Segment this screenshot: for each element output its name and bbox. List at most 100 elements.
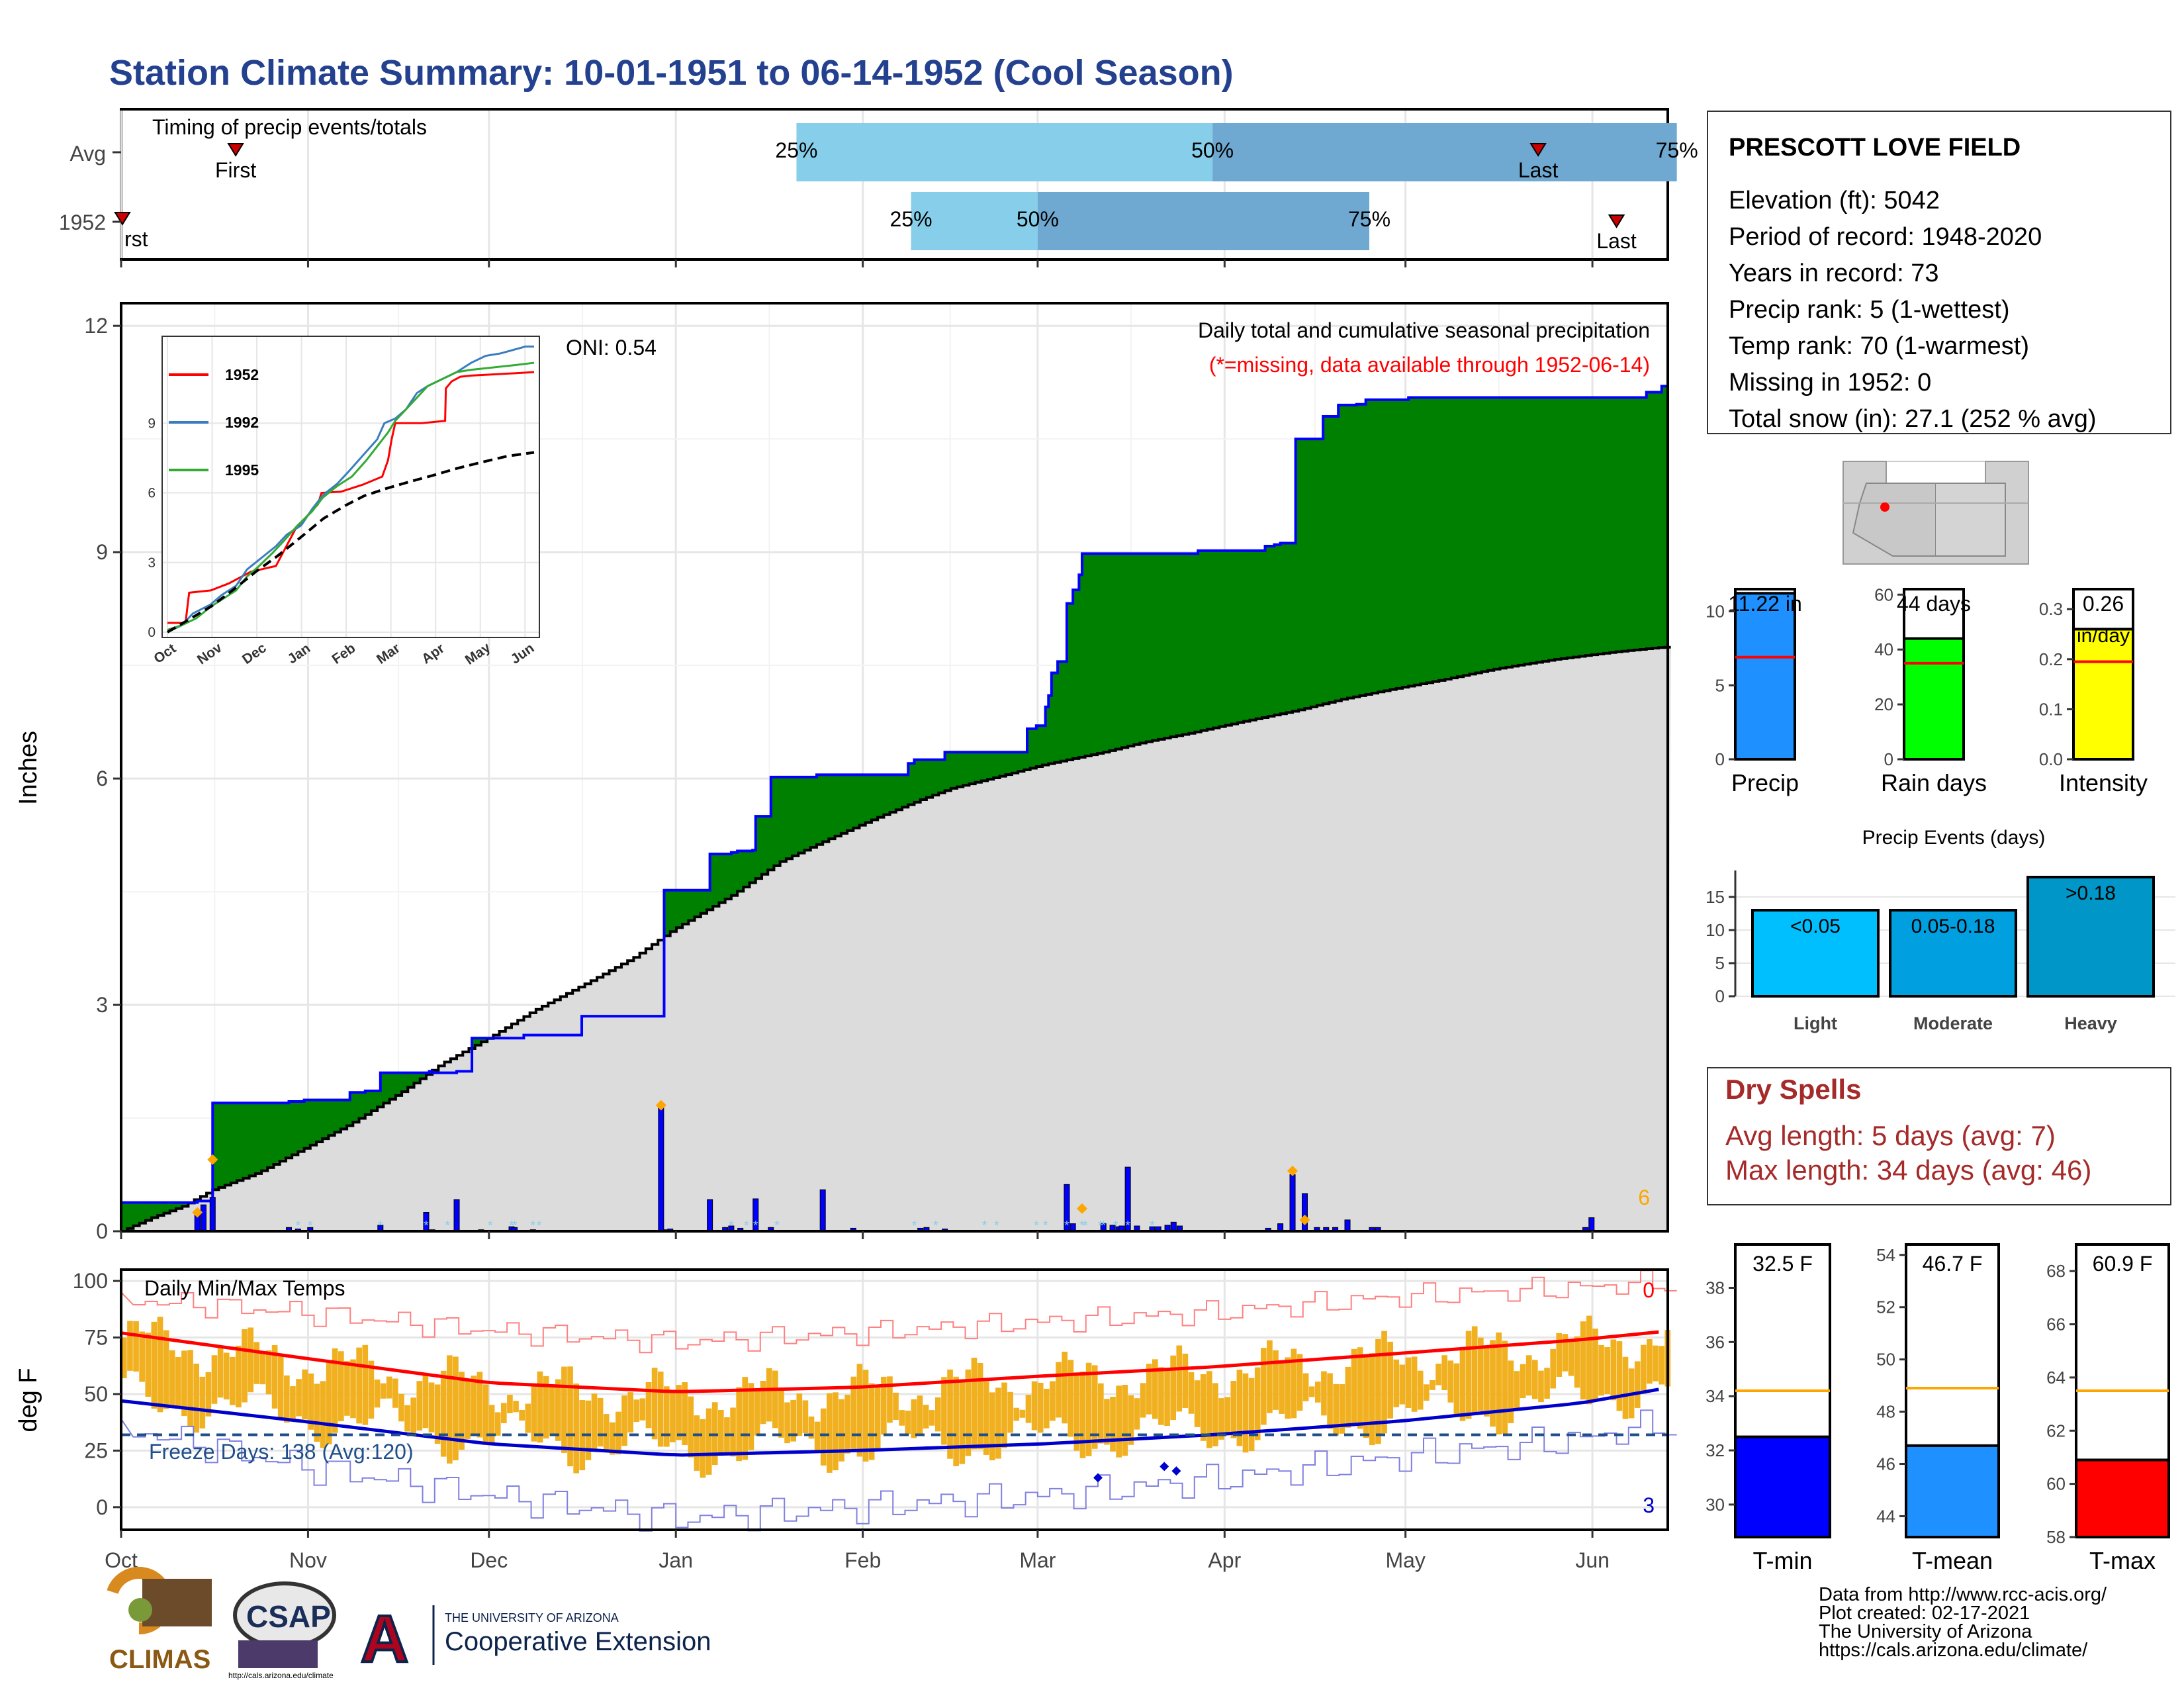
daily-temp-bar bbox=[730, 1407, 736, 1457]
daily-temp-bar bbox=[1604, 1347, 1610, 1395]
daily-temp-bar bbox=[1116, 1385, 1122, 1458]
daily-temp-bar bbox=[265, 1350, 272, 1395]
daily-precip-bar bbox=[453, 1199, 460, 1232]
daily-temp-bar bbox=[1037, 1382, 1044, 1433]
summary-y-tick-label: 60 bbox=[1874, 585, 1893, 604]
daily-temp-bar bbox=[386, 1376, 392, 1399]
daily-temp-bar bbox=[1194, 1380, 1201, 1427]
daily-temp-bar bbox=[1308, 1386, 1315, 1397]
daily-temp-bar bbox=[440, 1370, 447, 1457]
events-y-tick-label: 10 bbox=[1706, 920, 1725, 940]
daily-temp-bar bbox=[410, 1397, 416, 1434]
daily-temp-bar bbox=[585, 1400, 592, 1460]
temp-y-tick-label: 25 bbox=[84, 1438, 108, 1462]
summary-y-tick-label: 10 bbox=[1706, 602, 1725, 622]
daily-temp-bar bbox=[236, 1345, 242, 1408]
daily-temp-bar bbox=[887, 1376, 893, 1423]
daily-temp-bar bbox=[1417, 1370, 1424, 1410]
record-low-marker bbox=[1093, 1473, 1103, 1483]
daily-temp-bar bbox=[645, 1382, 652, 1429]
temp-summary-y-tick-label: 50 bbox=[1876, 1350, 1895, 1370]
month-label-feb: Feb bbox=[844, 1548, 881, 1572]
daily-temp-bar bbox=[1297, 1354, 1303, 1411]
daily-temp-bar bbox=[1158, 1367, 1164, 1425]
daily-temp-bar bbox=[827, 1393, 833, 1473]
temp-summary-category-label: T-min bbox=[1753, 1547, 1813, 1574]
daily-temp-bar bbox=[314, 1383, 320, 1442]
oni-label: ONI: 0.54 bbox=[566, 336, 657, 359]
average-cumulative-area bbox=[121, 647, 1671, 1231]
daily-temp-bar bbox=[543, 1376, 549, 1439]
daily-temp-bar bbox=[205, 1372, 212, 1417]
daily-temp-bar bbox=[1653, 1345, 1659, 1382]
daily-temp-bar bbox=[242, 1329, 248, 1403]
observed-cumulative-line bbox=[121, 385, 1669, 1204]
daily-temp-bar bbox=[766, 1368, 772, 1422]
temp-summary-y-tick-label: 32 bbox=[1706, 1440, 1725, 1460]
station-temp-rank: Temp rank: 70 (1-warmest) bbox=[1729, 332, 2029, 360]
temp-summary-y-tick-label: 62 bbox=[2046, 1421, 2066, 1440]
precip-y-tick-label: 9 bbox=[96, 540, 108, 564]
daily-temp-bar bbox=[971, 1358, 978, 1450]
daily-temp-bar bbox=[1261, 1348, 1267, 1425]
daily-temp-bar bbox=[277, 1354, 284, 1420]
average-cumulative-line bbox=[121, 645, 1671, 1233]
daily-temp-bar bbox=[1279, 1360, 1285, 1414]
daily-temp-bar bbox=[874, 1385, 881, 1450]
summary-y-tick-label: 40 bbox=[1874, 639, 1893, 659]
daily-temp-bar bbox=[1405, 1357, 1412, 1408]
events-bar-label: >0.18 bbox=[2066, 882, 2116, 904]
summary-y-tick-label: 0 bbox=[1715, 749, 1725, 769]
daily-temp-bar bbox=[1122, 1385, 1128, 1456]
daily-temp-bar bbox=[422, 1375, 429, 1429]
daily-temp-bar bbox=[374, 1379, 381, 1408]
daily-precip-bar bbox=[658, 1105, 664, 1232]
daily-temp-bar bbox=[271, 1344, 278, 1409]
daily-temp-bar bbox=[597, 1397, 604, 1447]
daily-temp-bar bbox=[1387, 1341, 1393, 1419]
summary-unit-label: in/day bbox=[2077, 625, 2130, 647]
daily-temp-bar bbox=[1056, 1362, 1062, 1418]
daily-precip-bar bbox=[209, 1197, 216, 1232]
daily-temp-bar bbox=[1224, 1397, 1230, 1436]
summary-y-tick-label: 0.2 bbox=[2039, 649, 2063, 669]
dry-spells-max: Max length: 34 days (avg: 46) bbox=[1725, 1154, 2091, 1186]
snow-marker bbox=[207, 1154, 218, 1165]
summary-y-tick-label: 0 bbox=[1884, 749, 1893, 769]
daily-temp-bar bbox=[959, 1380, 966, 1464]
daily-temp-bar bbox=[398, 1393, 404, 1422]
dry-spells-avg: Avg length: 5 days (avg: 7) bbox=[1725, 1120, 2056, 1151]
daily-temp-bar bbox=[862, 1370, 869, 1462]
daily-temp-bar bbox=[1471, 1326, 1478, 1413]
timing-1952-pct-label-1: 25% bbox=[890, 207, 933, 231]
timing-label: Timing of precip events/totals bbox=[152, 115, 427, 139]
precip-subtitle: Daily total and cumulative seasonal prec… bbox=[1198, 318, 1650, 342]
daily-temp-bar bbox=[1478, 1337, 1484, 1411]
daily-temp-bar bbox=[1170, 1355, 1176, 1421]
daily-temp-bar bbox=[1568, 1341, 1574, 1376]
daily-temp-bar bbox=[259, 1353, 266, 1385]
timing-1952-last-label: Last bbox=[1596, 229, 1637, 253]
temp-summary-value-label: 46.7 F bbox=[1923, 1252, 1983, 1276]
daily-precip-bar bbox=[1170, 1221, 1177, 1232]
trace-marker: * bbox=[1043, 1219, 1048, 1233]
temp-summary-y-tick-label: 30 bbox=[1706, 1495, 1725, 1515]
temp-summary-y-tick-label: 64 bbox=[2046, 1368, 2066, 1387]
daily-temp-bar bbox=[615, 1411, 621, 1455]
temp-summary-value-label: 32.5 F bbox=[1752, 1252, 1813, 1276]
daily-temp-bar bbox=[947, 1369, 953, 1459]
events-bar-label: 0.05-0.18 bbox=[1911, 915, 1995, 937]
temp-summary-y-tick-label: 54 bbox=[1876, 1245, 1895, 1265]
footer-institution: The University of Arizona bbox=[1819, 1621, 2032, 1642]
summary-y-tick-label: 0.0 bbox=[2039, 749, 2063, 769]
daily-temp-bar bbox=[332, 1348, 338, 1433]
daily-temp-bar bbox=[1146, 1364, 1152, 1415]
daily-temp-bar bbox=[362, 1344, 369, 1425]
events-bar-label: <0.05 bbox=[1790, 915, 1841, 937]
summary-bar-rain-days bbox=[1903, 637, 1965, 761]
daily-temp-bar bbox=[139, 1331, 145, 1382]
ua-extension: Cooperative Extension bbox=[445, 1627, 711, 1656]
climas-wordmark: CLIMAS bbox=[109, 1645, 210, 1674]
timing-avg-first-marker bbox=[227, 143, 244, 157]
